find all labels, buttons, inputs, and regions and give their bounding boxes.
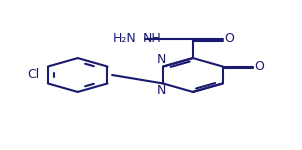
- Text: NH: NH: [143, 32, 162, 45]
- Text: O: O: [224, 32, 234, 45]
- Text: O: O: [254, 60, 264, 73]
- Text: N: N: [157, 84, 166, 97]
- Text: H₂N: H₂N: [112, 32, 136, 45]
- Text: N: N: [157, 53, 166, 66]
- Text: Cl: Cl: [27, 69, 40, 81]
